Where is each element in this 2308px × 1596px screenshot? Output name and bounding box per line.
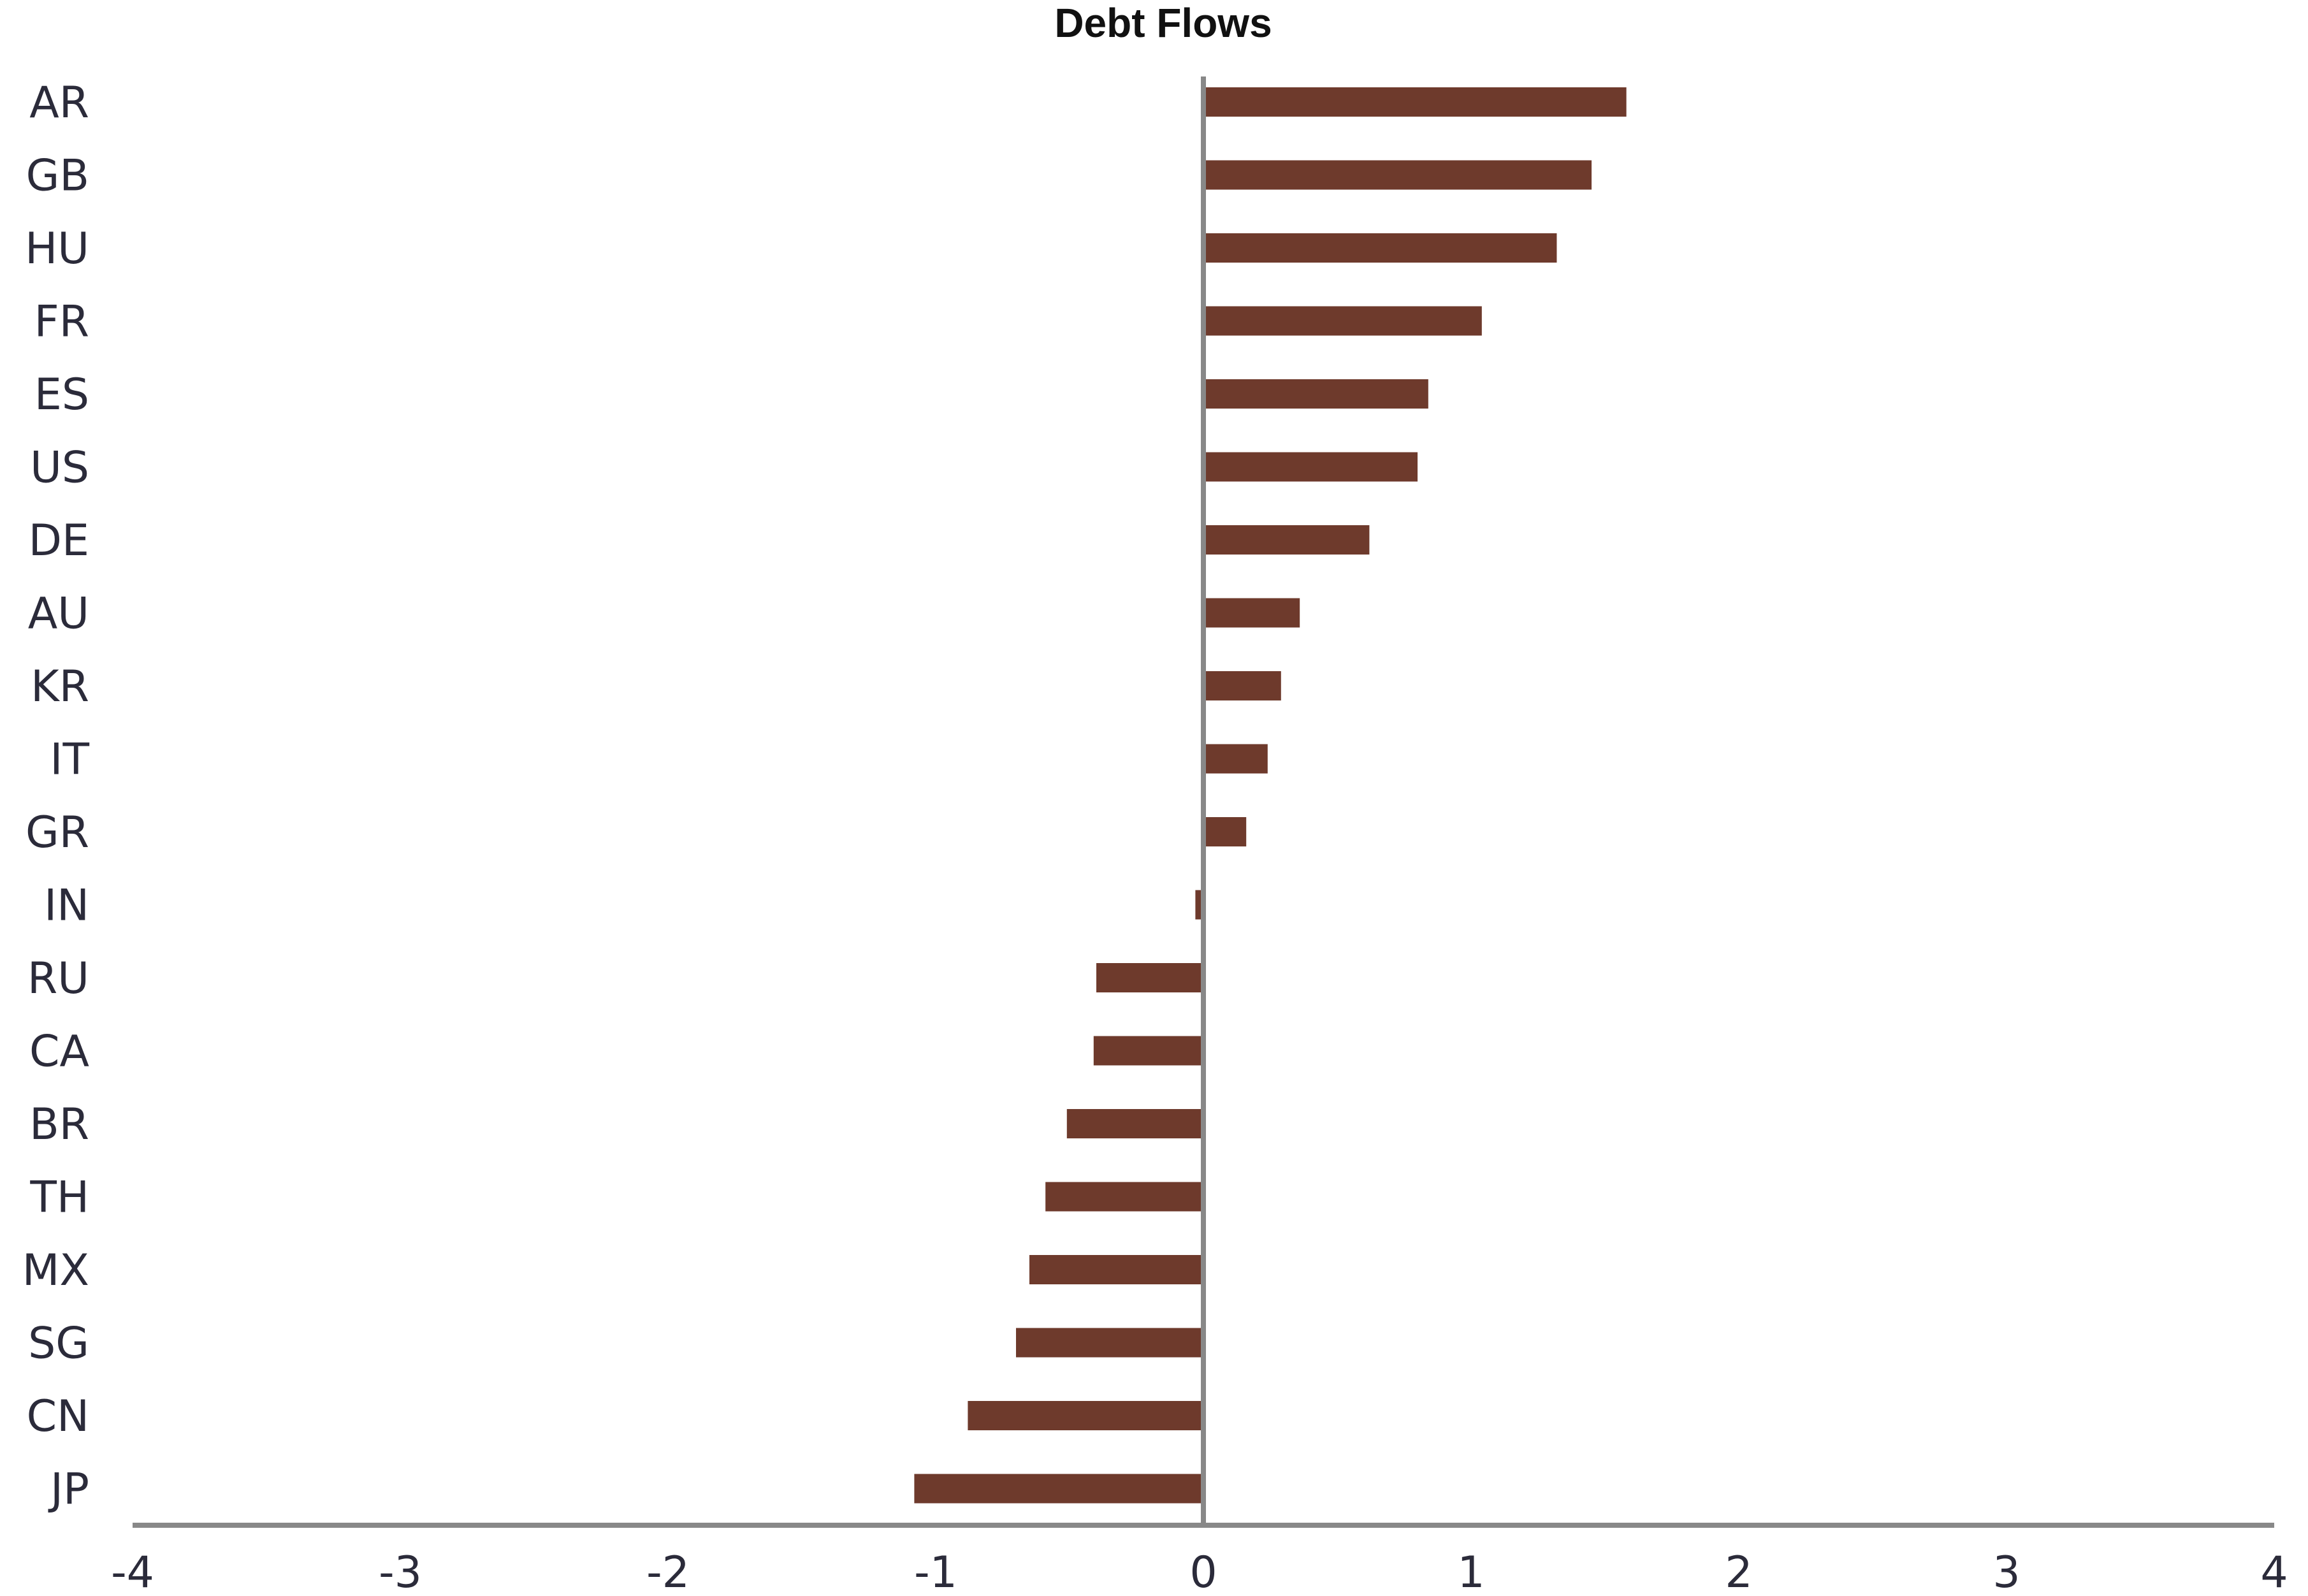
chart-title: Debt Flows	[1054, 0, 1272, 46]
bar-mx	[1029, 1255, 1203, 1284]
bar-th	[1045, 1182, 1203, 1212]
category-label-gr: GR	[25, 808, 89, 858]
bar-au	[1203, 598, 1300, 628]
category-label-in: IN	[44, 881, 89, 931]
category-label-ca: CA	[29, 1027, 89, 1077]
x-tick-label: 0	[1189, 1548, 1217, 1596]
category-label-sg: SG	[28, 1319, 89, 1369]
category-label-ru: RU	[27, 954, 89, 1004]
category-label-fr: FR	[34, 297, 89, 347]
x-tick-label: -3	[379, 1548, 422, 1596]
category-label-us: US	[30, 443, 89, 493]
bar-gb	[1203, 160, 1592, 190]
x-tick-label: 3	[1992, 1548, 2020, 1596]
bar-br	[1066, 1109, 1203, 1138]
bar-de	[1203, 525, 1370, 555]
category-labels-layer: AR GB HU FR ES US DE AU KR IT GR IN RU CA BR TH MX SG CN JP	[22, 78, 90, 1515]
bar-gr	[1203, 817, 1247, 846]
bar-hu	[1203, 233, 1557, 263]
tick-labels-layer: -4 -3 -2 -1 0 1 2 3 4	[111, 1548, 2288, 1596]
category-label-hu: HU	[25, 224, 89, 274]
x-tick-label: 1	[1457, 1548, 1484, 1596]
category-label-es: ES	[34, 370, 89, 420]
bar-ca	[1093, 1036, 1203, 1066]
category-label-th: TH	[29, 1173, 89, 1223]
bar-fr	[1203, 306, 1482, 336]
category-label-it: IT	[50, 735, 89, 785]
category-label-mx: MX	[22, 1245, 89, 1296]
bar-jp	[914, 1474, 1203, 1504]
x-tick-label: -1	[914, 1548, 957, 1596]
bar-cn	[968, 1401, 1203, 1430]
x-tick-label: 4	[2260, 1548, 2288, 1596]
axis-layer	[133, 76, 2274, 1528]
category-label-de: DE	[29, 516, 89, 566]
category-label-kr: KR	[31, 662, 89, 712]
category-label-br: BR	[29, 1099, 89, 1150]
bar-ar	[1203, 87, 1627, 117]
bars-layer	[914, 87, 1627, 1504]
category-label-ar: AR	[29, 78, 89, 128]
bar-us	[1203, 452, 1418, 482]
category-label-cn: CN	[27, 1391, 89, 1442]
bar-kr	[1203, 671, 1281, 700]
bar-ru	[1096, 963, 1203, 992]
category-label-jp: JP	[48, 1465, 89, 1515]
x-tick-label: 2	[1725, 1548, 1752, 1596]
x-tick-label: -4	[111, 1548, 154, 1596]
bar-it	[1203, 744, 1268, 774]
bar-sg	[1016, 1328, 1203, 1358]
category-label-au: AU	[28, 589, 89, 639]
x-tick-label: -2	[646, 1548, 690, 1596]
bar-es	[1203, 379, 1428, 409]
category-label-gb: GB	[26, 151, 89, 201]
